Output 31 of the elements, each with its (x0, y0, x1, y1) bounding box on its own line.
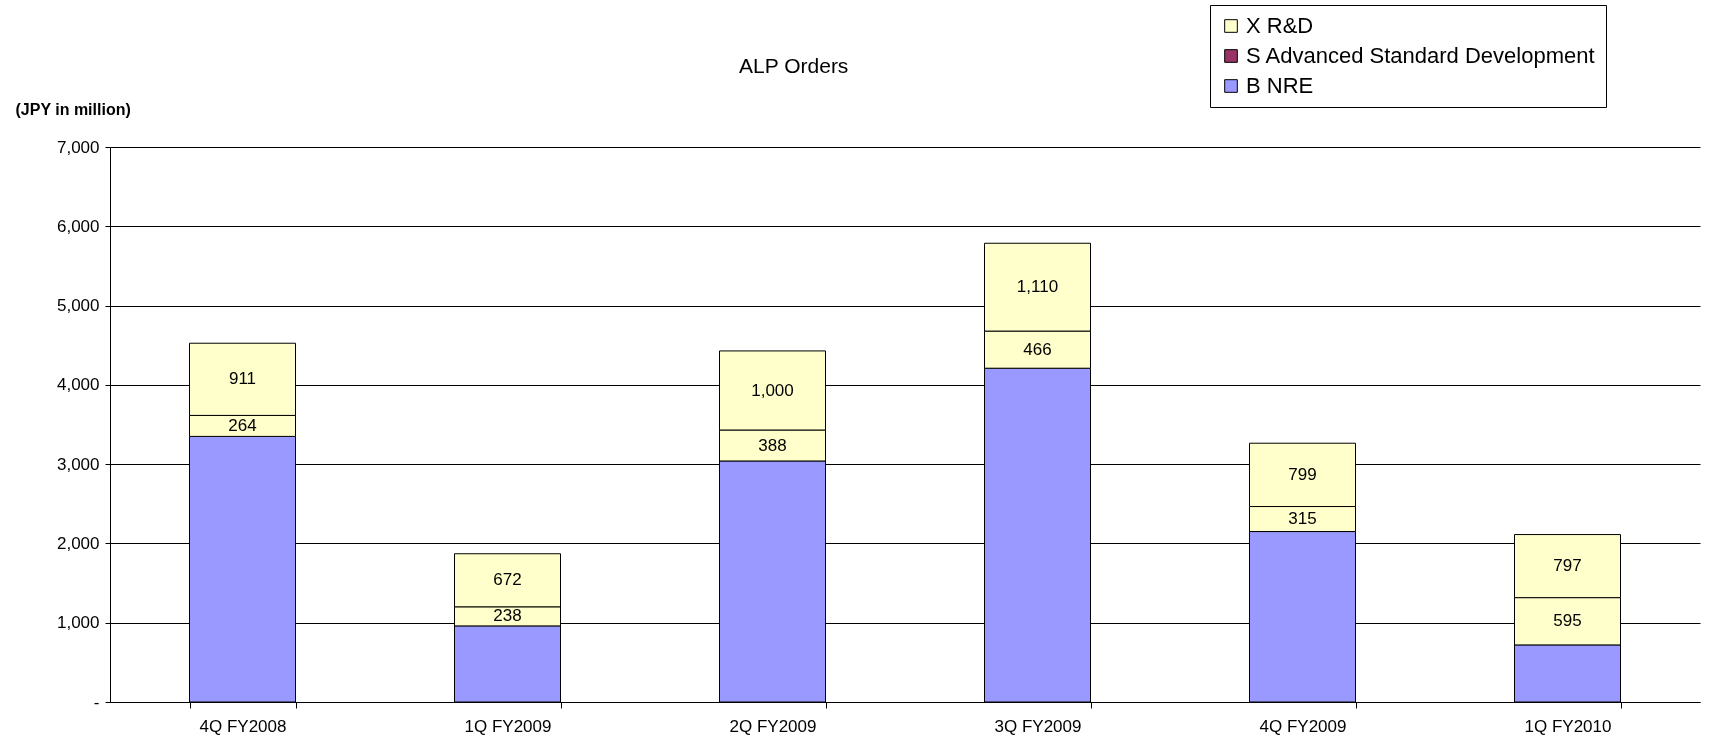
y-tick-label: 6,000 (56, 216, 100, 236)
legend-label: X R&D (1246, 13, 1314, 38)
y-tick-label: 7,000 (56, 137, 100, 157)
data-label: 595 (1553, 611, 1582, 631)
x-tick-label: 1Q FY2009 (464, 716, 552, 736)
data-label: 1,110 (1016, 277, 1059, 297)
data-label: 1,000 (751, 380, 794, 400)
data-label: 264 (228, 415, 257, 435)
y-axis-title: (JPY in million) (15, 100, 131, 118)
y-tick-label: 4,000 (56, 375, 100, 395)
data-label: 797 (1553, 556, 1582, 576)
data-label: 388 (758, 435, 787, 455)
legend-label: S Advanced Standard Development (1246, 43, 1595, 68)
y-tick-label: 3,000 (56, 454, 100, 474)
legend-label: B NRE (1246, 73, 1314, 98)
text: ALP Orders (739, 54, 849, 77)
y-tick-label: 5,000 (56, 296, 100, 316)
data-label: 238 (493, 606, 522, 626)
x-tick-label: 3Q FY2009 (994, 716, 1082, 736)
x-tick-label: 4Q FY2008 (199, 716, 287, 736)
x-tick-label: 2Q FY2009 (729, 716, 817, 736)
data-label: 315 (1288, 509, 1317, 529)
data-label: 799 (1288, 464, 1317, 484)
x-tick-label: 1Q FY2010 (1524, 716, 1612, 736)
y-tick-label: 1,000 (56, 613, 100, 633)
y-tick-label: - (93, 692, 100, 712)
data-label: 672 (493, 570, 522, 590)
y-tick-label: 2,000 (56, 533, 100, 553)
data-label: 466 (1023, 339, 1052, 359)
data-label: 911 (228, 369, 257, 389)
x-tick-label: 4Q FY2009 (1259, 716, 1347, 736)
